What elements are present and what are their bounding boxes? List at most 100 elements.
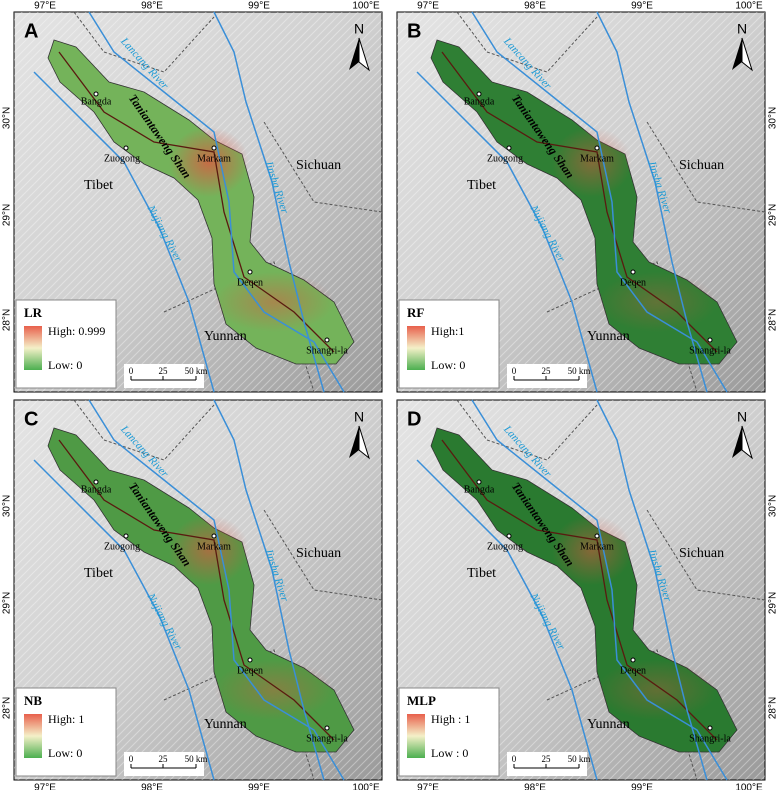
place-label: Shangri-la	[306, 733, 348, 744]
legend-high: High: 1	[48, 712, 84, 726]
north-label: N	[354, 21, 364, 37]
lat-tick-label: 30°N	[2, 107, 13, 129]
river	[416, 71, 598, 393]
north-arrow: N	[349, 409, 370, 460]
hotspot	[552, 515, 632, 585]
north-arrow-shape	[349, 38, 359, 70]
panel-label: C	[24, 408, 38, 430]
scale-label: 25	[159, 754, 169, 764]
place-marker	[630, 657, 636, 663]
lat-tick-label: 30°N	[768, 495, 779, 517]
place-marker	[123, 533, 129, 539]
river	[596, 11, 708, 393]
scale-bar	[513, 764, 580, 769]
river	[213, 399, 325, 781]
place-label: Markam	[197, 541, 231, 552]
hotspot	[214, 660, 334, 720]
place-marker	[506, 145, 512, 151]
lon-tick-label: 100°E	[735, 1, 763, 12]
lat-tick-label: 29°N	[2, 592, 13, 614]
place-marker	[476, 479, 482, 485]
region-label: Yunnan	[587, 329, 630, 344]
river	[33, 459, 215, 781]
north-arrow-shape	[732, 38, 742, 70]
place-label: Markam	[197, 153, 231, 164]
scale-label: 50 km	[185, 366, 208, 376]
region-label: Tibet	[84, 178, 113, 193]
legend-low: Low : 0	[431, 746, 468, 760]
river	[88, 11, 345, 393]
lat-tick-label: 28°N	[768, 697, 779, 719]
place-marker	[211, 533, 217, 539]
scale-label: 50 km	[185, 754, 208, 764]
hotspot	[552, 127, 632, 197]
lon-tick-label: 98°E	[141, 783, 163, 790]
place-marker	[247, 657, 253, 663]
scale-box	[507, 752, 587, 776]
hotspot	[597, 660, 717, 720]
legend-low: Low: 0	[48, 746, 82, 760]
lon-tick-label: 97°E	[34, 783, 56, 790]
scale-label: 0	[129, 366, 134, 376]
lon-tick-label: 100°E	[352, 1, 380, 12]
place-marker	[93, 479, 99, 485]
place-marker	[707, 337, 713, 343]
road	[441, 51, 718, 353]
lat-tick-label: 29°N	[2, 204, 13, 226]
lon-tick-label: 99°E	[631, 783, 653, 790]
scale-label: 25	[542, 366, 552, 376]
place-label: Zuogong	[104, 153, 140, 164]
place-marker	[123, 145, 129, 151]
lon-tick-label: 98°E	[141, 1, 163, 12]
place-marker	[630, 269, 636, 275]
panel-label: B	[407, 20, 421, 42]
road	[441, 439, 718, 741]
legend-high: High : 1	[431, 712, 470, 726]
north-label: N	[737, 409, 747, 425]
place-label: Bangda	[464, 96, 495, 107]
place-label: Bangda	[81, 484, 112, 495]
hotspot	[169, 515, 249, 585]
legend-title: MLP	[407, 693, 436, 708]
place-marker	[211, 145, 217, 151]
north-label: N	[354, 409, 364, 425]
hotspot	[597, 272, 717, 332]
place-label: Deqen	[237, 665, 263, 676]
place-label: Shangri-la	[689, 733, 731, 744]
scale-label: 25	[159, 366, 169, 376]
lon-tick-label: 100°E	[735, 783, 763, 790]
scale-label: 50 km	[568, 754, 591, 764]
scale-label: 0	[512, 754, 517, 764]
north-arrow-shape	[732, 426, 742, 458]
region-label: Yunnan	[204, 717, 247, 732]
river	[213, 11, 325, 393]
panel-label: D	[407, 408, 421, 430]
legend-ramp	[407, 326, 425, 370]
north-arrow-shape	[358, 37, 370, 72]
place-label: Shangri-la	[306, 345, 348, 356]
lon-tick-label: 100°E	[352, 783, 380, 790]
scale-label: 50 km	[568, 366, 591, 376]
place-marker	[506, 533, 512, 539]
lat-tick-label: 30°N	[768, 107, 779, 129]
place-label: Zuogong	[104, 541, 140, 552]
legend-title: NB	[24, 693, 42, 708]
region-label: Tibet	[84, 566, 113, 581]
lon-tick-label: 98°E	[524, 1, 546, 12]
lat-tick-label: 29°N	[768, 592, 779, 614]
region-label: Yunnan	[587, 717, 630, 732]
legend-ramp	[24, 326, 42, 370]
river	[471, 11, 728, 393]
lon-tick-label: 98°E	[524, 783, 546, 790]
panel-label: A	[24, 20, 38, 42]
place-marker	[324, 725, 330, 731]
place-label: Deqen	[237, 277, 263, 288]
region-label: Tibet	[467, 178, 496, 193]
lat-tick-label: 28°N	[2, 697, 13, 719]
north-arrow-shape	[358, 425, 370, 460]
place-marker	[594, 145, 600, 151]
